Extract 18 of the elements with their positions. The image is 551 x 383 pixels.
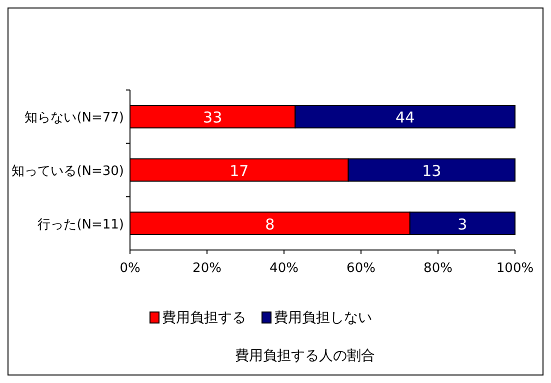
annotation: 3 — [458, 215, 468, 234]
annotation: 13 — [422, 162, 442, 180]
annotation: 8 — [265, 215, 275, 234]
annotation: 33 — [203, 108, 222, 127]
annotation: 44 — [396, 108, 415, 127]
y-tick-label: 知っている(N=30) — [12, 164, 124, 179]
annotation: 17 — [230, 162, 249, 180]
x-tick-label: 80% — [424, 261, 452, 276]
x-tick-label: 60% — [346, 261, 376, 276]
legend-label: 費用負担する — [162, 310, 246, 326]
legend-label: 費用負担しない — [274, 310, 372, 326]
text: 費用負担する人の割合 — [235, 348, 375, 364]
x-tick-label: 100% — [496, 261, 534, 276]
x-tick-label: 40% — [270, 261, 298, 276]
y-tick-label: 知らない(N=77) — [24, 110, 124, 126]
x-tick-label: 20% — [192, 261, 222, 276]
y-tick-label: 行った(N=11) — [38, 217, 124, 232]
x-tick-label: 0% — [120, 261, 140, 276]
